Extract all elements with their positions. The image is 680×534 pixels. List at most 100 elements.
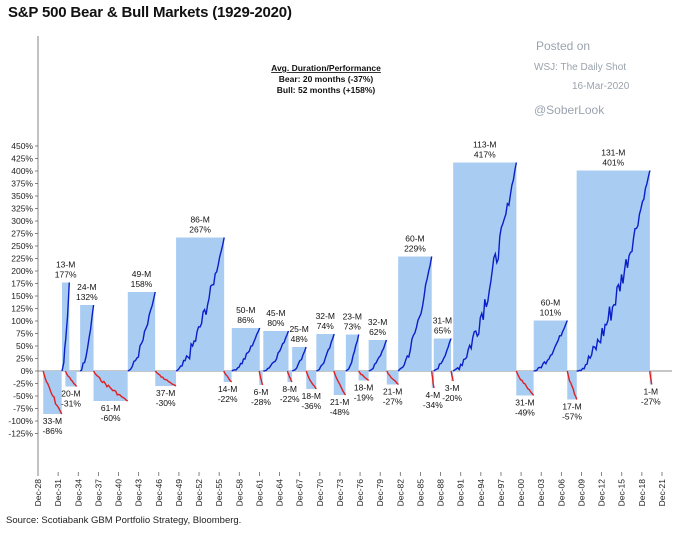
x-tick-label: Dec-97 — [496, 479, 506, 507]
x-tick-label: Dec-91 — [456, 479, 466, 507]
bear-duration-label: 31-M — [515, 398, 534, 408]
bull-market-line — [452, 162, 518, 372]
bull-market-line — [263, 330, 290, 372]
bull-market-line — [127, 291, 156, 372]
bull-return-label: 48% — [291, 334, 308, 344]
bear-duration-label: 3-M — [445, 383, 460, 393]
bear-market-line — [258, 370, 264, 386]
bear-market-line — [431, 370, 435, 389]
bull-duration-label: 32-M — [368, 317, 387, 327]
bear-market-line — [566, 370, 578, 400]
bull-market-line — [576, 170, 651, 372]
y-tick-label: 400% — [11, 166, 33, 176]
bear-market-line — [333, 370, 347, 396]
bear-duration-label: 20-M — [61, 389, 80, 399]
bull-market-box — [127, 292, 156, 371]
y-tick-label: 425% — [11, 154, 33, 164]
bull-return-label: 80% — [267, 318, 284, 328]
y-tick-label: -25% — [13, 379, 33, 389]
bull-market-box — [62, 282, 70, 371]
market-boxes — [43, 162, 652, 414]
bear-market-box — [306, 371, 317, 389]
bear-duration-label: 17-M — [562, 402, 581, 412]
bull-market-line — [533, 320, 568, 372]
bull-return-label: 74% — [317, 321, 334, 331]
y-tick-label: 50% — [16, 341, 33, 351]
x-tick-label: Dec-64 — [275, 479, 285, 507]
y-tick-label: 250% — [11, 241, 33, 251]
bull-return-label: 177% — [55, 270, 77, 280]
bear-market-line — [154, 370, 177, 387]
x-tick-label: Dec-52 — [194, 479, 204, 507]
bull-market-line — [61, 282, 70, 372]
bear-return-label: -20% — [442, 393, 462, 403]
y-tick-label: 450% — [11, 141, 33, 151]
bear-duration-label: 4-M — [426, 390, 441, 400]
bull-return-label: 101% — [540, 308, 562, 318]
y-tick-label: 175% — [11, 279, 33, 289]
bull-market-line — [175, 237, 225, 372]
bear-duration-label: 37-M — [156, 388, 175, 398]
bull-duration-label: 23-M — [343, 312, 362, 322]
avg-annotation: Avg. Duration/Performance Bear: 20 month… — [271, 63, 381, 95]
bull-market-line — [79, 304, 95, 372]
x-tick-label: Dec-12 — [597, 479, 607, 507]
bull-return-label: 62% — [369, 327, 386, 337]
bear-duration-label: 18-M — [354, 383, 373, 393]
x-tick-label: Dec-85 — [415, 479, 425, 507]
bull-duration-label: 86-M — [190, 215, 209, 225]
bear-market-box — [93, 371, 128, 401]
x-tick-label: Dec-55 — [214, 479, 224, 507]
watermark-line-1: Posted on — [536, 39, 590, 53]
bull-market-line — [291, 346, 307, 372]
bull-market-box — [292, 347, 307, 371]
bear-return-label: -22% — [218, 394, 238, 404]
bull-market-box — [231, 328, 260, 371]
x-tick-label: Dec-00 — [516, 479, 526, 507]
annotation-heading: Avg. Duration/Performance — [271, 63, 381, 73]
y-tick-label: 300% — [11, 216, 33, 226]
bull-duration-label: 45-M — [266, 308, 285, 318]
watermark-line-2: WSJ: The Daily Shot — [534, 62, 626, 73]
x-tick-label: Dec-82 — [395, 479, 405, 507]
x-tick-label: Dec-79 — [375, 479, 385, 507]
bull-market-line — [368, 339, 388, 372]
x-tick-label: Dec-31 — [53, 479, 63, 507]
bull-market-line — [231, 327, 261, 372]
bear-market-line — [649, 370, 653, 385]
bull-market-line — [397, 256, 433, 372]
market-lines — [42, 162, 653, 415]
bear-market-box — [386, 371, 399, 385]
x-tick-label: Dec-94 — [476, 479, 486, 507]
y-tick-label: 375% — [11, 179, 33, 189]
y-tick-label: 225% — [11, 254, 33, 264]
x-tick-label: Dec-70 — [315, 479, 325, 507]
bull-return-label: 132% — [76, 292, 98, 302]
bear-return-label: -48% — [330, 407, 350, 417]
bull-duration-label: 113-M — [473, 140, 496, 150]
y-tick-label: 275% — [11, 229, 33, 239]
bear-return-label: -31% — [61, 399, 81, 409]
bull-market-box — [316, 334, 335, 371]
y-tick-label: 0% — [21, 366, 34, 376]
x-tick-label: Dec-37 — [93, 479, 103, 507]
x-tick-label: Dec-67 — [295, 479, 305, 507]
bull-duration-label: 60-M — [405, 234, 424, 244]
bear-return-label: -60% — [101, 413, 121, 423]
bull-duration-label: 131-M — [601, 148, 625, 158]
bull-market-line — [433, 338, 452, 372]
bear-duration-label: 21-M — [383, 387, 402, 397]
bear-return-label: -19% — [354, 393, 374, 403]
bear-duration-label: 6-M — [254, 387, 269, 397]
bull-market-line — [316, 333, 335, 372]
x-tick-label: Dec-15 — [617, 479, 627, 507]
bull-return-label: 267% — [189, 225, 211, 235]
bull-market-box — [533, 320, 568, 371]
bear-return-label: -57% — [562, 412, 582, 422]
bull-return-label: 158% — [131, 279, 153, 289]
y-tick-label: 200% — [11, 266, 33, 276]
y-axis-ticks: 450% 425% 400% 375% 350% 325% 300% 275% 250% 225%… — [8, 141, 38, 439]
bear-return-label: -22% — [280, 394, 300, 404]
bear-market-box — [43, 371, 62, 414]
bull-market-box — [80, 305, 94, 371]
